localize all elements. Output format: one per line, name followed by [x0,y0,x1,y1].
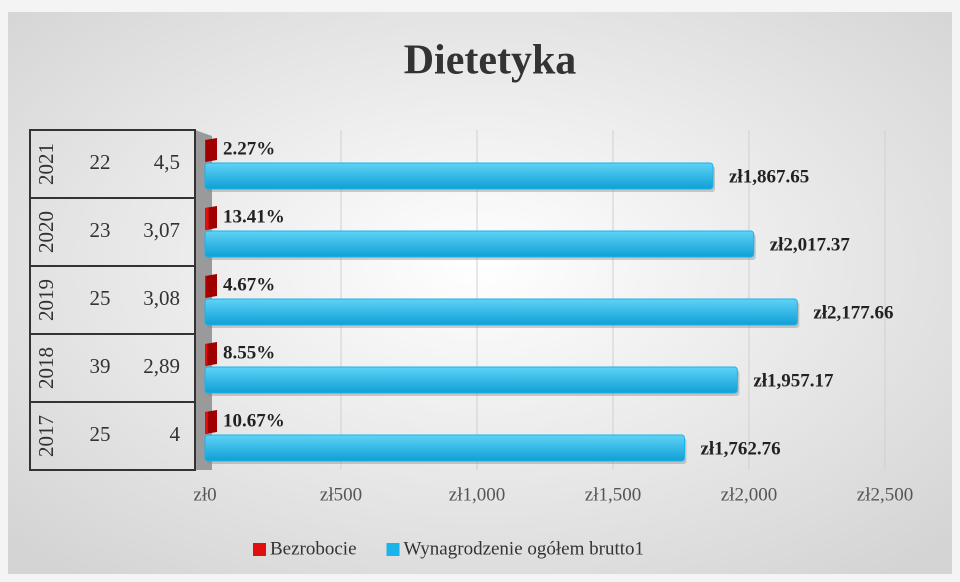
data-label: 2.27% [223,138,275,159]
category-table [29,129,196,471]
table-cell: 3,08 [143,286,180,310]
data-label: zł1,762.76 [700,438,780,459]
x-tick-label: zł2,500 [857,484,913,505]
x-tick-label: zł1,000 [449,484,505,505]
data-label: zł1,867.65 [729,166,809,187]
bar [205,208,209,230]
data-label: zł1,957.17 [753,370,834,391]
table-cell: 3,07 [143,218,180,242]
bar [204,230,755,258]
x-tick-label: zł0 [193,484,216,505]
data-label: 10.67% [223,410,285,431]
category-label: 2018 [34,347,58,389]
data-label: zł2,017.37 [770,234,851,255]
table-cell: 2,89 [143,354,180,378]
chart-title: Dietetyka [404,38,577,84]
bar [204,366,738,394]
table-cell: 25 [90,422,111,446]
chart-area [8,12,952,574]
data-label: 8.55% [223,342,275,363]
table-cell: 25 [90,286,111,310]
table-cell: 23 [90,218,111,242]
table-cell: 22 [90,150,111,174]
legend-label: Wynagrodzenie ogółem brutto1 [404,538,645,559]
table-cell: 39 [90,354,111,378]
data-label: zł2,177.66 [813,302,893,323]
bar [205,344,208,366]
bar-depth [205,342,217,366]
x-tick-label: zł2,000 [721,484,777,505]
bar-depth [205,410,217,434]
category-label: 2017 [34,415,58,457]
legend-swatch [253,543,266,556]
table-cell: 4 [170,422,181,446]
data-label: 13.41% [223,206,285,227]
table-cell: 4,5 [154,150,180,174]
x-tick-label: zł500 [320,484,362,505]
bar-depth [205,274,217,298]
bar [204,434,685,462]
data-label: 4.67% [223,274,275,295]
bar [204,162,714,190]
bar-depth [205,138,217,162]
category-label: 2019 [34,279,58,321]
x-tick-label: zł1,500 [585,484,641,505]
bar [205,276,207,298]
category-label: 2021 [34,143,58,185]
bar [204,298,798,326]
bar [205,412,208,434]
legend-label: Bezrobocie [270,538,357,559]
bar [205,140,206,162]
legend-swatch [386,543,400,556]
category-label: 2020 [34,211,58,253]
